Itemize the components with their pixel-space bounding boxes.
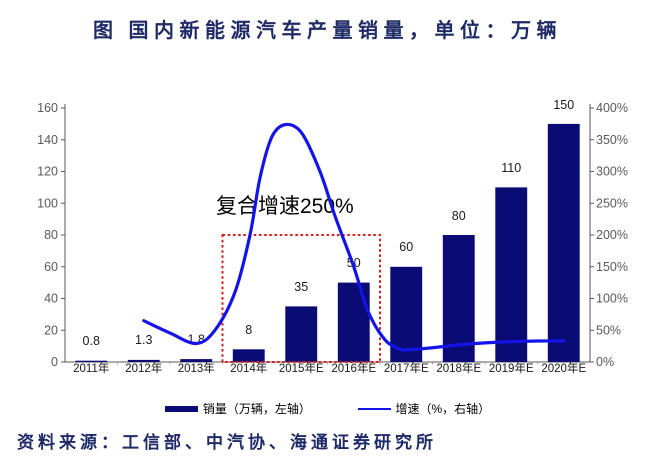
- svg-text:20: 20: [44, 323, 58, 337]
- svg-text:2011年: 2011年: [73, 361, 109, 375]
- svg-text:110: 110: [501, 161, 521, 175]
- svg-text:2020年E: 2020年E: [541, 361, 586, 375]
- svg-text:80: 80: [452, 209, 466, 223]
- svg-text:1.3: 1.3: [135, 333, 152, 347]
- svg-text:2018年E: 2018年E: [436, 361, 481, 375]
- svg-text:300%: 300%: [596, 165, 628, 179]
- svg-text:8: 8: [245, 323, 252, 337]
- svg-text:2015年E: 2015年E: [279, 361, 324, 375]
- svg-text:0: 0: [51, 355, 58, 369]
- svg-text:80: 80: [44, 228, 58, 242]
- svg-text:350%: 350%: [596, 133, 628, 147]
- svg-text:2012年: 2012年: [125, 361, 162, 375]
- svg-text:200%: 200%: [596, 228, 628, 242]
- svg-text:100: 100: [37, 196, 58, 210]
- svg-text:2017年E: 2017年E: [384, 361, 429, 375]
- svg-text:0%: 0%: [596, 355, 614, 369]
- svg-text:100%: 100%: [596, 292, 628, 306]
- svg-text:140: 140: [37, 133, 58, 147]
- svg-text:2019年E: 2019年E: [489, 361, 534, 375]
- svg-text:35: 35: [294, 280, 308, 294]
- svg-text:160: 160: [37, 101, 58, 115]
- svg-text:150%: 150%: [596, 260, 628, 274]
- svg-text:60: 60: [44, 260, 58, 274]
- svg-text:2013年: 2013年: [178, 361, 215, 375]
- svg-text:0.8: 0.8: [83, 334, 100, 348]
- svg-text:120: 120: [37, 165, 58, 179]
- svg-text:60: 60: [399, 240, 413, 254]
- svg-text:2016年E: 2016年E: [331, 361, 376, 375]
- svg-text:150: 150: [553, 98, 574, 112]
- svg-text:2014年: 2014年: [230, 361, 267, 375]
- svg-text:250%: 250%: [596, 196, 628, 210]
- svg-text:40: 40: [44, 292, 58, 306]
- svg-text:50%: 50%: [596, 323, 621, 337]
- svg-text:400%: 400%: [596, 101, 628, 115]
